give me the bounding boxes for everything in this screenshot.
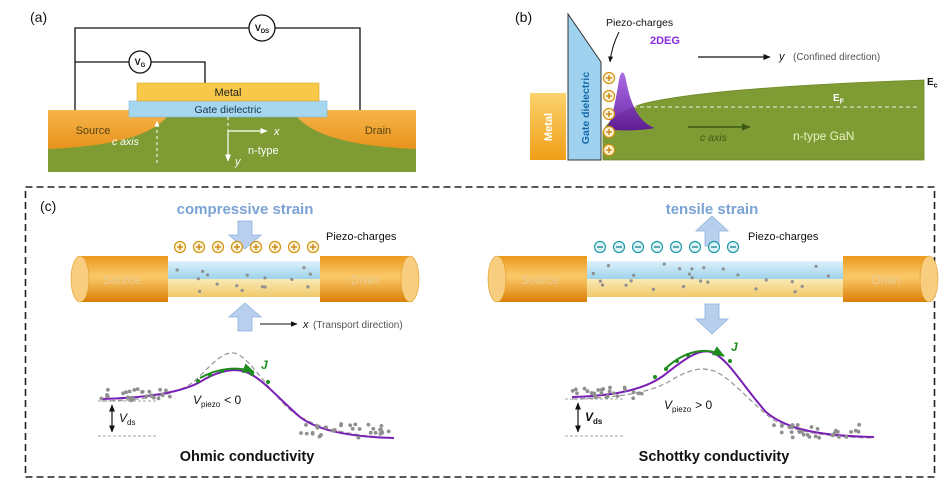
ef-label: EF	[833, 93, 845, 106]
y-axis-label: y	[234, 156, 242, 168]
source-cylinder	[497, 256, 587, 302]
metal-block-label: Metal	[543, 113, 555, 141]
band-curve-piezo	[101, 369, 395, 439]
ohmic-conductivity-label: Ohmic conductivity	[180, 449, 315, 465]
electron-dots-left	[570, 385, 644, 401]
vg-label: VG	[135, 57, 146, 69]
circuit-wire-outer	[74, 27, 361, 110]
drain-label: Drain	[365, 125, 391, 137]
metal-label: Metal	[215, 87, 242, 99]
panel-c-left: compressive strain Source Drain Piezo-ch…	[70, 201, 420, 465]
band-curve-piezo	[571, 350, 875, 438]
confined-direction-label: (Confined direction)	[793, 52, 880, 63]
drain-cylinder-cap	[400, 255, 420, 303]
ec-label: Ec	[927, 77, 938, 90]
panel-c-border	[24, 186, 936, 478]
x-axis-label: x	[273, 126, 280, 138]
gate-dielectric-barrier	[567, 12, 602, 161]
schottky-conductivity-label: Schottky conductivity	[639, 449, 790, 465]
drain-cylinder	[843, 256, 929, 302]
vds-label: Vds	[585, 410, 603, 426]
piezo-charges-label: Piezo-charges	[326, 231, 397, 243]
source-label: Source	[76, 125, 111, 137]
current-arrow	[199, 363, 255, 379]
piezo-charges-label: Piezo-charges	[606, 17, 673, 29]
vg-voltage-source	[128, 50, 152, 74]
drain-cylinder	[320, 256, 410, 302]
current-label: J	[261, 358, 268, 372]
vds-voltage-source	[248, 14, 276, 42]
plus-charge-icon	[602, 107, 616, 121]
plus-charge-icon	[602, 89, 616, 103]
c-axis-label: c axis	[112, 136, 140, 148]
source-label: Source	[103, 273, 141, 287]
gate-dielectric-label: Gate dielectric	[194, 104, 261, 116]
vds-label: VDS	[255, 23, 269, 35]
vpiezo-label: Vpiezo > 0	[664, 398, 712, 414]
metal-layer	[136, 82, 320, 102]
hot-electron-dots	[196, 369, 270, 384]
circuit-wire-gate	[75, 61, 206, 83]
two-deg-label: 2DEG	[650, 35, 680, 47]
n-type-gan-label: n-type GaN	[793, 129, 854, 143]
strain-arrow-up-icon	[694, 215, 730, 247]
panel-c: (c) compressive strain Source Drain Piez…	[24, 186, 939, 478]
panel-c-label: (c)	[40, 198, 56, 214]
panel-b-label: (b)	[515, 9, 532, 25]
band-curve-original	[101, 352, 395, 439]
channel-top	[168, 261, 320, 279]
y-direction-label: y	[778, 51, 786, 63]
channel-bottom	[168, 279, 320, 297]
vds-label: Vds	[119, 411, 135, 427]
tensile-strain-label: tensile strain	[666, 201, 759, 218]
current-arrow	[664, 346, 725, 370]
source-label: Source	[521, 273, 559, 287]
channel-electron-dots	[591, 262, 831, 294]
channel-bottom	[587, 279, 843, 297]
panel-b: (b) Metal Gate dielectric Piezo-charges …	[515, 9, 938, 161]
band-curve-original	[571, 368, 875, 439]
electron-dots-right	[299, 422, 391, 440]
plus-charge-icon	[602, 143, 616, 157]
channel-top	[587, 261, 843, 279]
vpiezo-label: Vpiezo < 0	[193, 393, 241, 409]
n-type-label: n-type	[248, 145, 279, 157]
piezo-charges-label: Piezo-charges	[748, 231, 819, 243]
drain-label: Drain	[872, 273, 901, 287]
electron-dots-right	[772, 422, 861, 440]
source-region	[48, 110, 172, 149]
metal-block	[530, 93, 566, 160]
plus-charge-icon	[602, 71, 616, 85]
source-cylinder	[80, 256, 168, 302]
current-label: J	[731, 340, 738, 354]
drain-label: Drain	[351, 273, 380, 287]
compressive-strain-label: compressive strain	[177, 201, 314, 218]
panel-a: (a) VDS VG Metal Gate dielectric Source …	[30, 9, 416, 172]
drain-cylinder-cap	[919, 255, 939, 303]
c-axis-label: c axis	[700, 132, 728, 144]
panel-a-label: (a)	[30, 9, 47, 25]
transport-x-label: x	[302, 319, 309, 331]
electron-dots-left	[99, 387, 172, 403]
two-deg-peak	[605, 72, 655, 131]
transport-direction-label: (Transport direction)	[313, 320, 403, 331]
gan-region	[602, 79, 925, 161]
channel-electron-dots	[175, 266, 312, 293]
strain-arrow-up-icon	[227, 302, 263, 332]
strain-arrow-down-icon	[694, 303, 730, 335]
source-cylinder-cap	[487, 255, 507, 303]
negative-charges-row	[593, 240, 740, 254]
source-cylinder-cap	[70, 255, 90, 303]
plus-charge-icon	[602, 125, 616, 139]
drain-region	[292, 110, 416, 149]
panel-c-right: tensile strain Source Drain Piezo-charge…	[487, 201, 939, 465]
gate-dielectric-barrier-label: Gate dielectric	[580, 72, 592, 145]
piezo-charges-pointer-arrow	[608, 31, 620, 63]
